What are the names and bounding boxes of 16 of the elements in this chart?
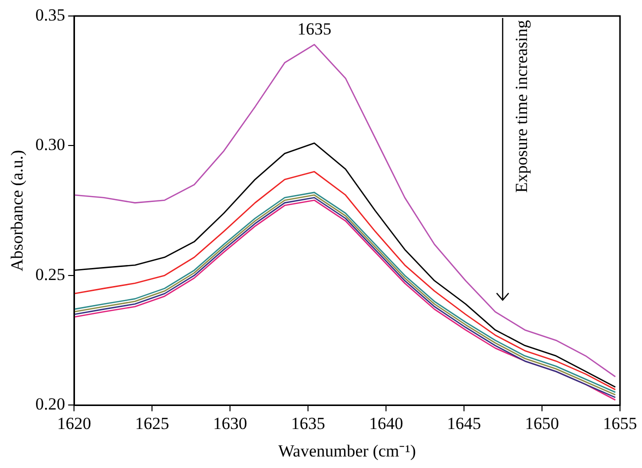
y-axis-title: Absorbance (a.u.): [8, 150, 27, 272]
y-tick-label: 0.20: [35, 394, 66, 414]
x-tick-label: 1655: [603, 414, 637, 433]
y-tick-label: 0.35: [35, 5, 66, 24]
x-tick-label: 1625: [135, 414, 170, 433]
x-tick-label: 1620: [57, 414, 92, 433]
y-tick-label: 0.25: [35, 264, 66, 284]
x-tick-label: 1640: [369, 414, 404, 433]
x-axis-title: Wavenumber (cm⁻¹): [278, 441, 416, 460]
x-tick-label: 1645: [447, 414, 482, 433]
x-tick-label: 1650: [525, 414, 560, 433]
annotation: Exposure time increasing: [512, 20, 532, 193]
x-tick-label: 1635: [291, 414, 326, 433]
y-tick-label: 0.30: [35, 135, 66, 154]
annotation: 1635: [297, 20, 332, 39]
x-tick-label: 1630: [213, 414, 248, 433]
